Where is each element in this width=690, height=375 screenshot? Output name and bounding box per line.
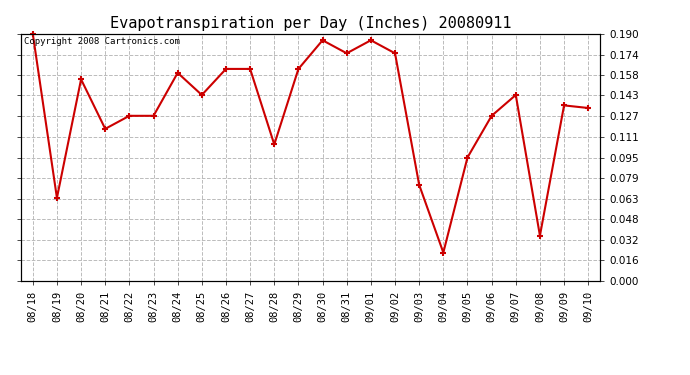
Title: Evapotranspiration per Day (Inches) 20080911: Evapotranspiration per Day (Inches) 2008… (110, 16, 511, 31)
Text: Copyright 2008 Cartronics.com: Copyright 2008 Cartronics.com (23, 38, 179, 46)
